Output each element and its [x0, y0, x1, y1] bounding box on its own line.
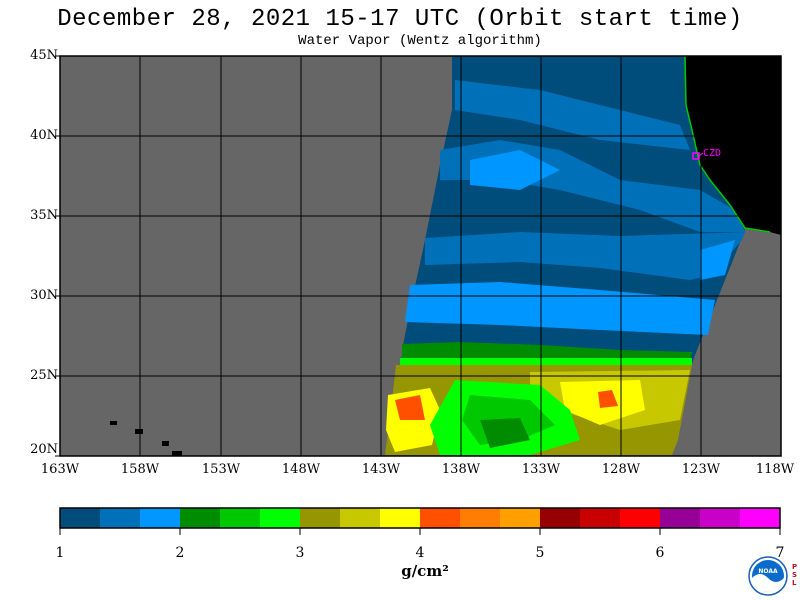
- colorbar-swatch: [620, 508, 661, 528]
- colorbar-swatch: [220, 508, 261, 528]
- lon-label-118w: 118W: [755, 462, 795, 477]
- lon-label-133w: 133W: [521, 462, 561, 477]
- lon-label-123w: 123W: [681, 462, 721, 477]
- colorbar-label-5: 5: [535, 545, 545, 561]
- station-marker-czd: CZD: [692, 148, 721, 160]
- colorbar-swatch: [660, 508, 701, 528]
- coastline: [684, 55, 771, 233]
- colorbar-swatch: [300, 508, 341, 528]
- station-label: CZD: [703, 148, 721, 159]
- lat-label-35n: 35N: [30, 208, 58, 223]
- lat-label-40n: 40N: [30, 128, 58, 143]
- colorbar-units: g/cm²: [401, 562, 449, 580]
- logo-label: NOAA: [758, 568, 778, 575]
- lat-label-45n: 45N: [30, 48, 58, 63]
- hawaii-islands: [110, 421, 182, 456]
- lat-label-20n: 20N: [30, 442, 58, 457]
- colorbar-swatch: [740, 508, 781, 528]
- colorbar-swatch: [100, 508, 141, 528]
- colorbar-swatch: [500, 508, 541, 528]
- colorbar-swatch: [700, 508, 741, 528]
- colorbar: [60, 508, 781, 528]
- colorbar-label-4: 4: [415, 545, 425, 561]
- colorbar-swatch: [180, 508, 221, 528]
- lat-label-30n: 30N: [30, 288, 58, 303]
- graticule: [60, 56, 781, 456]
- colorbar-label-7: 7: [775, 545, 785, 561]
- map-subtitle: Water Vapor (Wentz algorithm): [298, 33, 542, 49]
- colorbar-swatch: [60, 508, 101, 528]
- colorbar-label-3: 3: [295, 545, 305, 561]
- colorbar-label-2: 2: [175, 545, 185, 561]
- colorbar-swatch: [380, 508, 421, 528]
- colorbar-label-6: 6: [655, 545, 665, 561]
- colorbar-swatch: [260, 508, 301, 528]
- lon-label-158w: 158W: [120, 462, 160, 477]
- satellite-swath: [385, 56, 745, 455]
- colorbar-label-1: 1: [55, 545, 65, 561]
- lon-label-128w: 128W: [601, 462, 641, 477]
- colorbar-swatch: [580, 508, 621, 528]
- lon-label-163w: 163W: [40, 462, 80, 477]
- colorbar-swatch: [340, 508, 381, 528]
- noaa-logo: NOAA: [748, 556, 788, 596]
- colorbar-swatch: [460, 508, 501, 528]
- colorbar-swatch: [540, 508, 581, 528]
- lon-label-138w: 138W: [441, 462, 481, 477]
- land-mass: [685, 56, 781, 235]
- map-title: December 28, 2021 15-17 UTC (Orbit start…: [57, 6, 743, 33]
- lon-label-153w: 153W: [201, 462, 241, 477]
- colorbar-swatch: [140, 508, 181, 528]
- map-frame: [59, 55, 782, 457]
- colorbar-swatch: [420, 508, 461, 528]
- lon-label-143w: 143W: [361, 462, 401, 477]
- lon-label-148w: 148W: [281, 462, 321, 477]
- lat-label-25n: 25N: [30, 368, 58, 383]
